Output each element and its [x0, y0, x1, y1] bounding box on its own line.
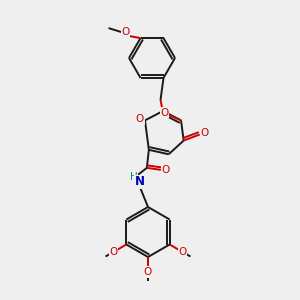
Text: H: H: [130, 172, 138, 182]
Text: N: N: [135, 176, 145, 188]
Text: O: O: [162, 165, 170, 175]
Text: O: O: [136, 114, 144, 124]
Text: O: O: [122, 27, 130, 37]
Text: O: O: [178, 247, 187, 257]
Text: O: O: [144, 267, 152, 277]
Text: O: O: [160, 108, 169, 118]
Text: O: O: [109, 247, 118, 257]
Text: O: O: [200, 128, 209, 137]
